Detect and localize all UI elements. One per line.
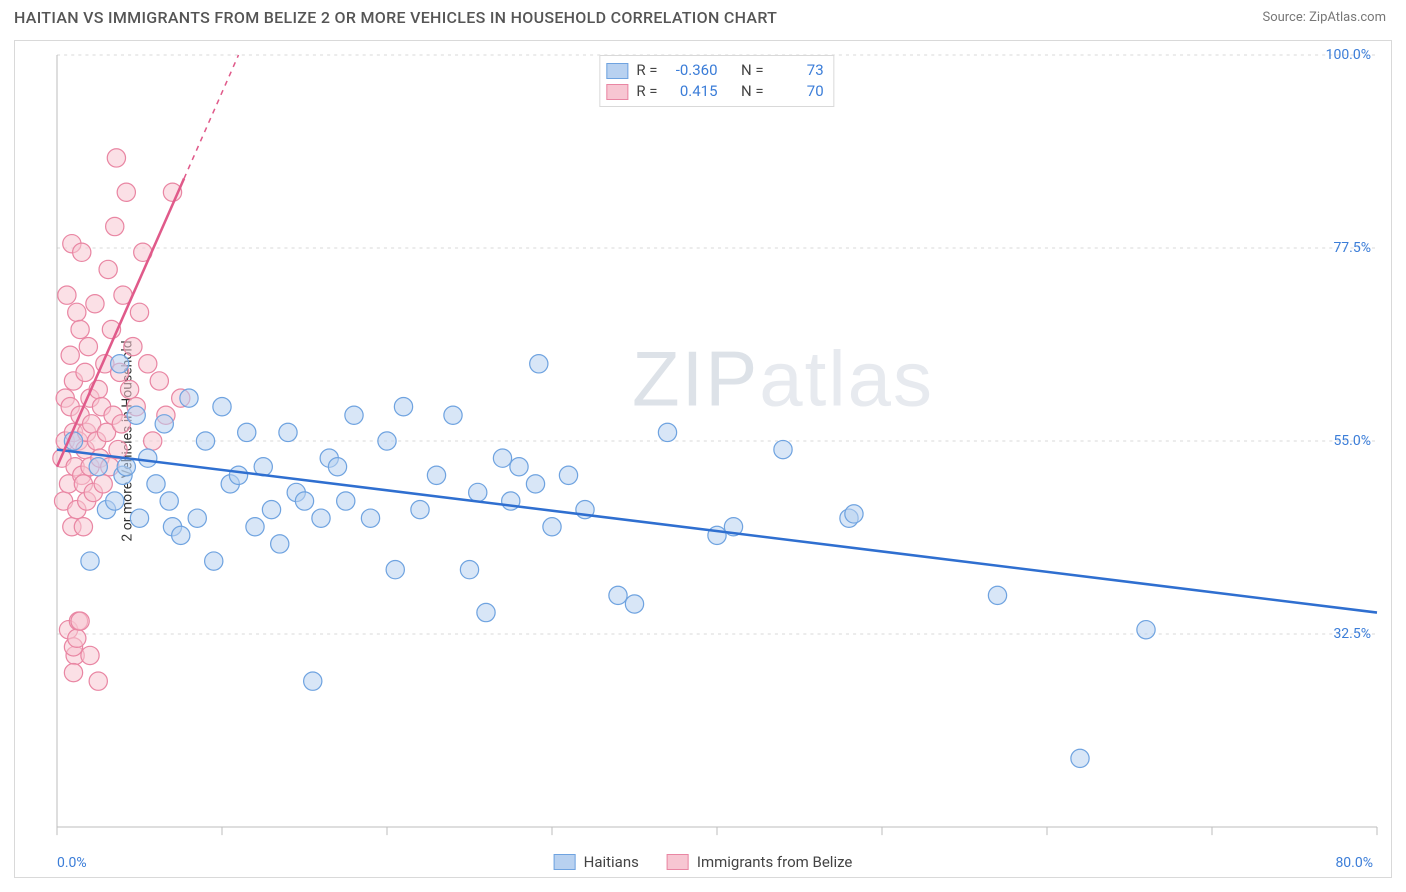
source-label: Source: ZipAtlas.com [1262,10,1386,25]
y-tick-label: 100.0% [1326,47,1371,63]
stats-legend: R = -0.360 N = 73 R = 0.415 N = 70 [599,55,834,107]
y-tick-label: 32.5% [1333,626,1371,642]
legend-item-haitians: Haitians [554,853,639,871]
swatch-series-a [606,63,628,79]
stats-row-b: R = 0.415 N = 70 [606,81,823,102]
chart-title: HAITIAN VS IMMIGRANTS FROM BELIZE 2 OR M… [14,8,777,27]
plot-area: 2 or more Vehicles in Household 32.5%55.… [57,55,1377,827]
swatch-series-b [667,854,689,870]
swatch-series-b [606,84,628,100]
legend-label: Immigrants from Belize [697,853,853,871]
y-tick-label: 77.5% [1333,240,1371,256]
y-tick-label: 55.0% [1333,433,1371,449]
scatter-svg [57,55,1377,827]
stats-row-a: R = -0.360 N = 73 [606,60,823,81]
x-axis-max-label: 80.0% [1335,855,1373,871]
legend-item-belize: Immigrants from Belize [667,853,853,871]
chart-container: 2 or more Vehicles in Household 32.5%55.… [14,40,1392,878]
x-axis-min-label: 0.0% [57,855,87,871]
swatch-series-a [554,854,576,870]
legend-label: Haitians [584,853,639,871]
series-legend: Haitians Immigrants from Belize [554,853,853,871]
